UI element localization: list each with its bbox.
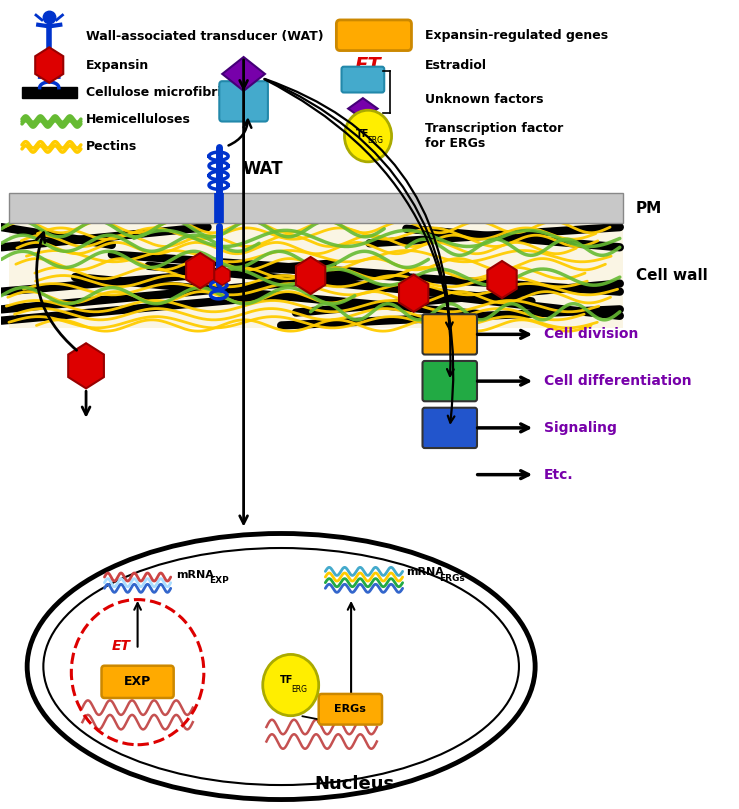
Text: Pectins: Pectins — [86, 140, 137, 153]
Text: Cell wall: Cell wall — [636, 268, 708, 283]
FancyBboxPatch shape — [341, 66, 384, 92]
Text: Expansin-regulated genes: Expansin-regulated genes — [425, 29, 608, 42]
Polygon shape — [222, 57, 265, 91]
Text: mRNA: mRNA — [176, 570, 214, 580]
Circle shape — [344, 110, 392, 162]
FancyBboxPatch shape — [9, 193, 624, 223]
Polygon shape — [487, 261, 517, 298]
Text: Signaling: Signaling — [544, 421, 617, 435]
Text: Nucleus: Nucleus — [315, 775, 395, 793]
Polygon shape — [35, 48, 64, 83]
Text: Expansin: Expansin — [86, 58, 149, 71]
Text: ET: ET — [355, 56, 381, 74]
Text: ET: ET — [112, 639, 131, 654]
Circle shape — [263, 654, 319, 716]
Text: Estradiol: Estradiol — [425, 58, 487, 71]
Text: EXP: EXP — [209, 576, 229, 585]
Polygon shape — [68, 343, 104, 388]
Text: WAT: WAT — [243, 160, 284, 178]
Text: TF: TF — [355, 129, 369, 138]
Text: ERGs: ERGs — [335, 705, 367, 714]
Polygon shape — [399, 275, 429, 311]
Text: Transcription factor
for ERGs: Transcription factor for ERGs — [425, 122, 563, 150]
Polygon shape — [296, 257, 325, 294]
Text: EXP: EXP — [124, 676, 151, 688]
Polygon shape — [186, 253, 214, 288]
Text: Etc.: Etc. — [544, 468, 573, 481]
Text: Wall-associated transducer (WAT): Wall-associated transducer (WAT) — [86, 31, 324, 44]
FancyBboxPatch shape — [101, 666, 174, 698]
FancyBboxPatch shape — [219, 81, 268, 121]
FancyBboxPatch shape — [9, 223, 624, 328]
Polygon shape — [348, 98, 378, 119]
Text: Cellulose microfibril: Cellulose microfibril — [86, 86, 225, 99]
Text: mRNA: mRNA — [406, 567, 444, 577]
Text: ERGs: ERGs — [440, 574, 465, 582]
Text: ERGs: ERGs — [356, 29, 392, 42]
FancyBboxPatch shape — [319, 694, 382, 725]
Text: ERG: ERG — [292, 684, 307, 693]
Text: TF: TF — [279, 676, 293, 685]
FancyBboxPatch shape — [22, 87, 77, 98]
Text: PM: PM — [636, 201, 662, 216]
Ellipse shape — [27, 533, 535, 799]
Polygon shape — [214, 266, 230, 286]
FancyBboxPatch shape — [423, 408, 477, 448]
Text: Cell division: Cell division — [544, 328, 638, 341]
FancyBboxPatch shape — [336, 20, 412, 51]
Text: Hemicelluloses: Hemicelluloses — [86, 113, 191, 126]
FancyBboxPatch shape — [423, 361, 477, 401]
Text: Unknown factors: Unknown factors — [425, 93, 543, 106]
Text: Cell differentiation: Cell differentiation — [544, 374, 692, 388]
Text: ERG: ERG — [367, 136, 384, 145]
FancyBboxPatch shape — [423, 314, 477, 354]
